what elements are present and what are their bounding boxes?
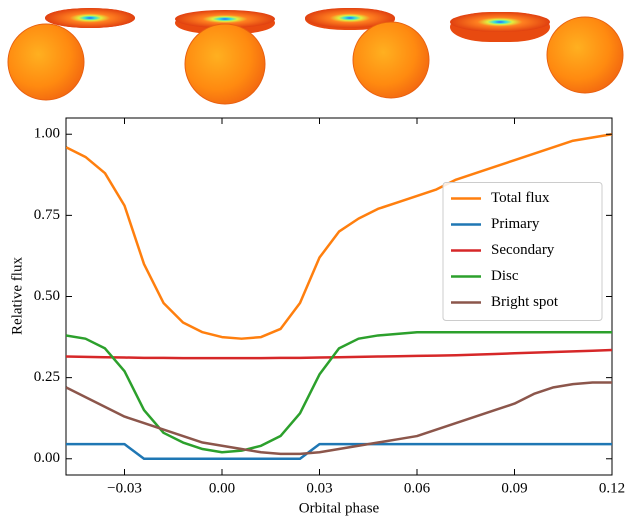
secondary-star	[547, 17, 623, 93]
x-tick-label: 0.12	[599, 480, 625, 496]
legend-label: Disc	[491, 268, 519, 284]
legend-label: Primary	[491, 216, 540, 232]
y-tick-label: 1.00	[34, 126, 60, 142]
y-tick-label: 0.75	[34, 207, 60, 223]
legend-label: Total flux	[491, 190, 550, 206]
system-renderings	[8, 8, 623, 104]
series-line	[66, 444, 612, 459]
legend: Total flux Primary Secondary Disc Bright spo…	[443, 183, 602, 321]
y-tick-label: 0.25	[34, 369, 60, 385]
x-tick-label: 0.00	[209, 480, 235, 496]
y-tick-label: 0.50	[34, 288, 60, 304]
y-tick-label: 0.00	[34, 450, 60, 466]
legend-label: Bright spot	[491, 294, 559, 310]
x-axis-label: Orbital phase	[299, 500, 380, 516]
y-axis-label: Relative flux	[9, 257, 25, 335]
disc	[450, 12, 550, 32]
secondary-star	[8, 24, 84, 100]
series-line	[66, 332, 612, 452]
x-tick-label: 0.09	[501, 480, 527, 496]
disc	[45, 8, 135, 28]
x-tick-label: 0.06	[404, 480, 431, 496]
secondary-star	[185, 24, 265, 104]
legend-label: Secondary	[491, 242, 555, 258]
x-tick-label: 0.03	[306, 480, 332, 496]
figure: Orbital phase Relative flux −0.03 0.00 0.0…	[0, 0, 630, 523]
series-line	[66, 350, 612, 358]
secondary-star	[353, 22, 429, 98]
x-tick-label: −0.03	[107, 480, 142, 496]
